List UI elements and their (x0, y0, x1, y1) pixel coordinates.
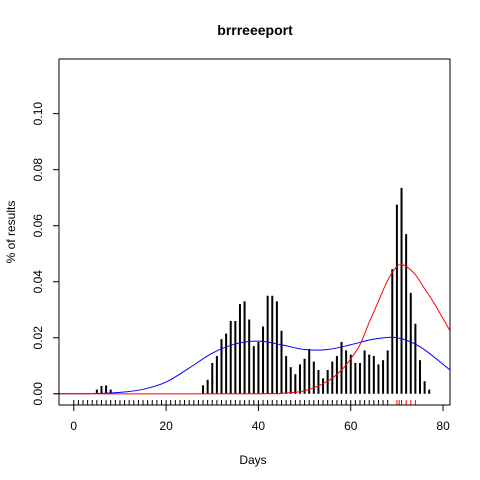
plot-frame (58, 58, 451, 406)
chart-title: brrreeeport (217, 22, 293, 38)
x-tick-label: 80 (436, 419, 450, 433)
x-tick-label: 60 (344, 419, 358, 433)
plot-area (54, 187, 451, 405)
density-line (58, 336, 451, 395)
y-tick-label: 0.08 (31, 158, 45, 182)
x-axis-label: Days (239, 453, 266, 467)
y-tick-label: 0.02 (31, 326, 45, 350)
y-tick-label: 0.04 (31, 270, 45, 294)
x-tick-label: 40 (252, 419, 266, 433)
y-tick-label: 0.00 (31, 382, 45, 406)
density-line (54, 264, 451, 395)
x-tick-label: 20 (159, 419, 173, 433)
y-tick-label: 0.06 (31, 214, 45, 238)
y-axis-label: % of results (4, 201, 18, 264)
y-tick-label: 0.10 (31, 102, 45, 126)
x-tick-label: 0 (70, 419, 77, 433)
